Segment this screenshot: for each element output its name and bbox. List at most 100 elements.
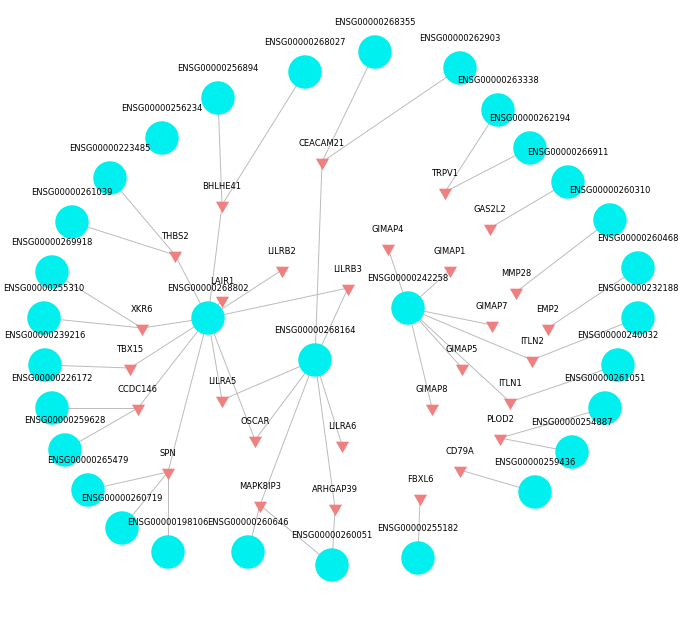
Point: [212, 93, 223, 103]
Text: GIMAP7: GIMAP7: [476, 303, 508, 311]
Point: [66, 217, 78, 227]
Text: ENSG00000259436: ENSG00000259436: [494, 458, 575, 467]
Text: ENSG00000260646: ENSG00000260646: [207, 518, 288, 527]
Point: [60, 445, 71, 455]
Point: [309, 355, 321, 365]
Text: PLOD2: PLOD2: [486, 415, 514, 424]
Text: ENSG00000255182: ENSG00000255182: [377, 524, 458, 533]
Point: [125, 363, 136, 373]
Text: ITLN1: ITLN1: [498, 379, 522, 388]
Text: BHLHE41: BHLHE41: [202, 182, 241, 192]
Text: ENSG00000268164: ENSG00000268164: [274, 326, 356, 335]
Text: ENSG00000260310: ENSG00000260310: [569, 186, 651, 195]
Point: [542, 323, 554, 333]
Point: [116, 523, 127, 533]
Point: [486, 320, 498, 330]
Text: ENSG00000263338: ENSG00000263338: [457, 76, 539, 85]
Text: LAIR1: LAIR1: [210, 277, 234, 286]
Point: [39, 360, 50, 370]
Point: [104, 173, 116, 183]
Point: [456, 363, 468, 373]
Point: [162, 547, 174, 557]
Text: ENSG00000269918: ENSG00000269918: [11, 238, 92, 247]
Text: ENSG00000256234: ENSG00000256234: [121, 104, 203, 113]
Point: [169, 250, 181, 260]
Text: GIMAP5: GIMAP5: [446, 345, 478, 355]
Point: [83, 485, 94, 495]
Point: [612, 360, 624, 370]
Text: SPN: SPN: [160, 450, 176, 458]
Point: [632, 313, 643, 323]
Point: [484, 223, 496, 233]
Point: [136, 323, 148, 333]
Point: [402, 303, 414, 313]
Point: [242, 547, 253, 557]
Point: [132, 403, 144, 413]
Point: [454, 465, 466, 475]
Text: GIMAP8: GIMAP8: [416, 386, 448, 394]
Text: CD79A: CD79A: [446, 448, 475, 456]
Text: GIMAP4: GIMAP4: [372, 225, 404, 234]
Point: [440, 187, 451, 197]
Text: TRPV1: TRPV1: [431, 169, 458, 179]
Point: [216, 295, 228, 305]
Point: [426, 403, 438, 413]
Point: [316, 157, 328, 167]
Point: [370, 47, 381, 57]
Point: [46, 267, 57, 277]
Text: MMP28: MMP28: [501, 269, 531, 278]
Point: [216, 395, 228, 405]
Point: [414, 493, 426, 503]
Point: [526, 355, 538, 365]
Text: ENSG00000254887: ENSG00000254887: [531, 418, 612, 427]
Text: EMP2: EMP2: [537, 306, 559, 314]
Text: ENSG00000239216: ENSG00000239216: [4, 331, 85, 340]
Text: ENSG00000198106: ENSG00000198106: [127, 518, 209, 527]
Point: [342, 283, 354, 293]
Text: ENSG00000242258: ENSG00000242258: [368, 274, 449, 283]
Text: XKR6: XKR6: [131, 306, 153, 314]
Text: LILRB2: LILRB2: [267, 247, 296, 256]
Text: ENSG00000268027: ENSG00000268027: [265, 38, 346, 47]
Text: ENSG00000262903: ENSG00000262903: [419, 34, 500, 43]
Point: [566, 447, 578, 457]
Point: [202, 313, 214, 323]
Text: ENSG00000260719: ENSG00000260719: [81, 494, 162, 503]
Point: [254, 500, 265, 510]
Text: ENSG00000261039: ENSG00000261039: [32, 188, 113, 197]
Text: ARHGAP39: ARHGAP39: [312, 485, 358, 494]
Text: ENSG00000268355: ENSG00000268355: [335, 18, 416, 27]
Text: MAPK8IP3: MAPK8IP3: [239, 482, 281, 492]
Point: [494, 433, 505, 443]
Point: [505, 397, 516, 407]
Point: [524, 143, 536, 153]
Point: [276, 265, 288, 275]
Text: GAS2L2: GAS2L2: [474, 205, 506, 215]
Text: LILRB3: LILRB3: [334, 265, 363, 275]
Text: ENSG00000260051: ENSG00000260051: [291, 531, 372, 540]
Point: [162, 467, 174, 477]
Point: [510, 287, 522, 297]
Point: [216, 200, 228, 210]
Text: ENSG00000265479: ENSG00000265479: [48, 456, 129, 465]
Text: ENSG00000226172: ENSG00000226172: [11, 374, 92, 383]
Point: [599, 403, 610, 413]
Point: [492, 105, 503, 115]
Text: ENSG00000223485: ENSG00000223485: [69, 144, 150, 153]
Text: ENSG00000268802: ENSG00000268802: [167, 284, 248, 293]
Text: TBX15: TBX15: [116, 345, 144, 355]
Point: [529, 487, 540, 497]
Text: CEACAM21: CEACAM21: [299, 140, 345, 148]
Point: [156, 133, 167, 143]
Text: ENSG00000259628: ENSG00000259628: [25, 416, 106, 425]
Point: [249, 435, 260, 445]
Text: ENSG00000255310: ENSG00000255310: [4, 284, 85, 293]
Text: FBXL6: FBXL6: [407, 476, 433, 484]
Point: [326, 560, 337, 570]
Text: CCDC146: CCDC146: [118, 386, 158, 394]
Point: [454, 63, 466, 73]
Text: ENSG00000256894: ENSG00000256894: [177, 64, 259, 73]
Point: [46, 403, 57, 413]
Text: LILRA6: LILRA6: [328, 422, 356, 432]
Text: ITLN2: ITLN2: [520, 337, 544, 347]
